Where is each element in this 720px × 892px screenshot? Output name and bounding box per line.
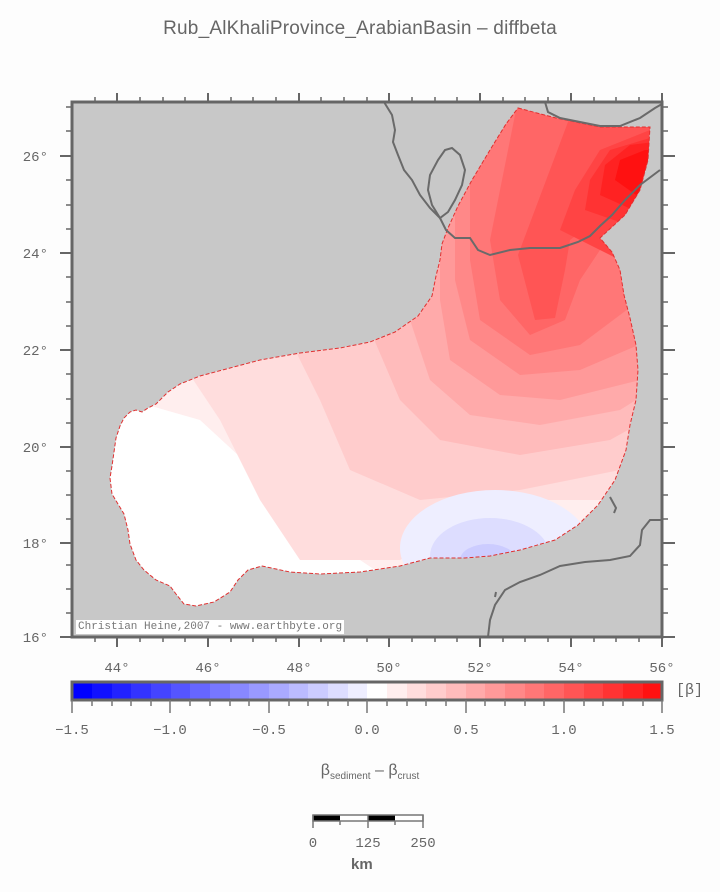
scale-bar-unit: km [351,856,373,873]
svg-text:48°: 48° [286,661,311,677]
credit-label: Christian Heine,2007 - www.earthbyte.org [76,620,345,634]
colorbar-tick-labels: −1.5 −1.0 −0.5 0.0 0.5 1.0 1.5 [55,723,674,739]
svg-text:0.5: 0.5 [453,723,478,739]
svg-text:1.5: 1.5 [649,723,674,739]
colorbar-label: βsediment – βcrust [320,762,420,782]
svg-text:250: 250 [410,836,435,852]
svg-text:54°: 54° [558,661,583,677]
x-tick-labels: 44° 46° 48° 50° 52° 54° 56° [104,661,674,677]
colorbar [70,680,664,702]
svg-text:22°: 22° [23,344,48,360]
y-tick-labels: 16° 18° 20° 22° 24° 26° [23,150,48,647]
svg-text:50°: 50° [376,661,401,677]
svg-text:20°: 20° [23,441,48,457]
svg-text:−1.0: −1.0 [153,723,187,739]
coastlines [383,101,663,638]
svg-text:16°: 16° [23,631,48,647]
scale-bar-labels: 0 125 250 [309,836,436,852]
svg-text:−0.5: −0.5 [252,723,286,739]
svg-text:26°: 26° [23,150,48,166]
colorbar-ticks [71,700,663,713]
svg-text:52°: 52° [467,661,492,677]
svg-text:−1.5: −1.5 [55,723,89,739]
svg-text:46°: 46° [195,661,220,677]
svg-text:18°: 18° [23,537,48,553]
y-axis-ticks [60,155,675,638]
scale-bar [312,814,424,828]
svg-text:0.0: 0.0 [354,723,379,739]
svg-text:0: 0 [309,836,317,852]
svg-text:44°: 44° [104,661,129,677]
svg-text:24°: 24° [23,247,48,263]
svg-text:1.0: 1.0 [551,723,576,739]
x-axis-ticks [116,93,663,647]
svg-text:56°: 56° [649,661,674,677]
chart-title: Rub_AlKhaliProvince_ArabianBasin – diffb… [163,18,557,39]
svg-text:125: 125 [355,836,380,852]
colorbar-unit: [β] [676,682,704,699]
